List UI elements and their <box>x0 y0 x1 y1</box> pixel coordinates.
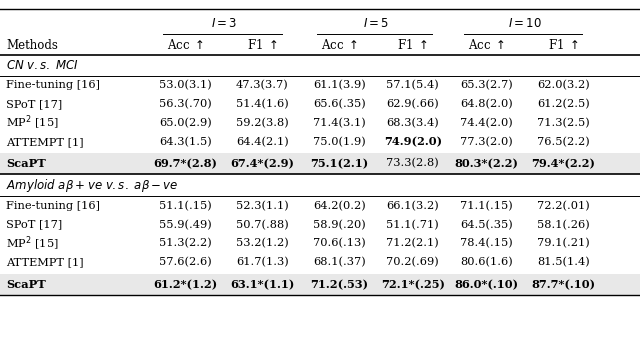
Text: 64.8(2.0): 64.8(2.0) <box>460 99 513 109</box>
Text: Methods: Methods <box>6 39 58 52</box>
Text: 68.3(3.4): 68.3(3.4) <box>387 118 439 128</box>
Text: $Amyloid$ $a\beta+ve$ $v.s.$ $a\beta-ve$: $Amyloid$ $a\beta+ve$ $v.s.$ $a\beta-ve$ <box>6 177 179 194</box>
Text: F1 $\uparrow$: F1 $\uparrow$ <box>548 38 579 52</box>
Text: $CN$ $v.s.$ $MCI$: $CN$ $v.s.$ $MCI$ <box>6 59 79 72</box>
Text: 53.0(3.1): 53.0(3.1) <box>159 80 212 91</box>
Text: 67.4*(2.9): 67.4*(2.9) <box>230 158 294 169</box>
Text: 64.2(0.2): 64.2(0.2) <box>313 201 365 211</box>
Text: 71.1(.15): 71.1(.15) <box>460 201 513 211</box>
FancyBboxPatch shape <box>0 153 640 174</box>
Text: 71.4(3.1): 71.4(3.1) <box>313 118 365 128</box>
Text: Fine-tuning [16]: Fine-tuning [16] <box>6 80 100 91</box>
Text: 51.3(2.2): 51.3(2.2) <box>159 238 212 249</box>
Text: ScaPT: ScaPT <box>6 279 46 290</box>
Text: SPoT [17]: SPoT [17] <box>6 220 63 230</box>
Text: 71.2(2.1): 71.2(2.1) <box>387 238 439 249</box>
Text: 79.4*(2.2): 79.4*(2.2) <box>531 158 595 169</box>
Text: 71.2(.53): 71.2(.53) <box>310 279 368 290</box>
Text: 72.1*(.25): 72.1*(.25) <box>381 279 445 290</box>
Text: Acc $\uparrow$: Acc $\uparrow$ <box>468 38 505 52</box>
Text: ATTEMPT [1]: ATTEMPT [1] <box>6 137 84 147</box>
Text: 70.2(.69): 70.2(.69) <box>387 257 439 267</box>
Text: 58.9(.20): 58.9(.20) <box>313 220 365 230</box>
Text: 80.6(1.6): 80.6(1.6) <box>460 257 513 267</box>
Text: 73.3(2.8): 73.3(2.8) <box>387 158 439 169</box>
Text: Acc $\uparrow$: Acc $\uparrow$ <box>321 38 358 52</box>
Text: 61.2(2.5): 61.2(2.5) <box>537 99 589 109</box>
Text: Acc $\uparrow$: Acc $\uparrow$ <box>167 38 204 52</box>
Text: 62.0(3.2): 62.0(3.2) <box>537 80 589 91</box>
Text: 47.3(3.7): 47.3(3.7) <box>236 80 289 91</box>
Text: 51.1(.15): 51.1(.15) <box>159 201 212 211</box>
Text: 78.4(.15): 78.4(.15) <box>460 238 513 249</box>
Text: 57.6(2.6): 57.6(2.6) <box>159 257 212 267</box>
Text: $I = 3$: $I = 3$ <box>211 17 237 30</box>
Text: 74.4(2.0): 74.4(2.0) <box>460 118 513 128</box>
Text: 61.2*(1.2): 61.2*(1.2) <box>154 279 218 290</box>
Text: 81.5(1.4): 81.5(1.4) <box>537 257 589 267</box>
Text: 76.5(2.2): 76.5(2.2) <box>537 137 589 147</box>
Text: MP$^2$ [15]: MP$^2$ [15] <box>6 114 59 132</box>
Text: 86.0*(.10): 86.0*(.10) <box>454 279 518 290</box>
Text: ATTEMPT [1]: ATTEMPT [1] <box>6 257 84 267</box>
Text: 66.1(3.2): 66.1(3.2) <box>387 201 439 211</box>
Text: 65.0(2.9): 65.0(2.9) <box>159 118 212 128</box>
Text: 64.4(2.1): 64.4(2.1) <box>236 137 289 147</box>
Text: $I = 10$: $I = 10$ <box>508 17 542 30</box>
Text: 75.0(1.9): 75.0(1.9) <box>313 137 365 147</box>
Text: ScaPT: ScaPT <box>6 158 46 169</box>
Text: F1 $\uparrow$: F1 $\uparrow$ <box>247 38 278 52</box>
Text: 65.3(2.7): 65.3(2.7) <box>460 80 513 91</box>
Text: 57.1(5.4): 57.1(5.4) <box>387 80 439 91</box>
Text: 58.1(.26): 58.1(.26) <box>537 220 589 230</box>
Text: 53.2(1.2): 53.2(1.2) <box>236 238 289 249</box>
Text: 77.3(2.0): 77.3(2.0) <box>460 137 513 147</box>
Text: 80.3*(2.2): 80.3*(2.2) <box>454 158 518 169</box>
Text: 61.7(1.3): 61.7(1.3) <box>236 257 289 267</box>
Text: 87.7*(.10): 87.7*(.10) <box>531 279 595 290</box>
Text: 68.1(.37): 68.1(.37) <box>313 257 365 267</box>
Text: 55.9(.49): 55.9(.49) <box>159 220 212 230</box>
Text: 74.9(2.0): 74.9(2.0) <box>384 136 442 147</box>
Text: 51.4(1.6): 51.4(1.6) <box>236 99 289 109</box>
Text: 62.9(.66): 62.9(.66) <box>387 99 439 109</box>
Text: 56.3(.70): 56.3(.70) <box>159 99 212 109</box>
Text: 65.6(.35): 65.6(.35) <box>313 99 365 109</box>
Text: 59.2(3.8): 59.2(3.8) <box>236 118 289 128</box>
Text: 71.3(2.5): 71.3(2.5) <box>537 118 589 128</box>
Text: MP$^2$ [15]: MP$^2$ [15] <box>6 234 59 253</box>
Text: 63.1*(1.1): 63.1*(1.1) <box>230 279 294 290</box>
Text: 52.3(1.1): 52.3(1.1) <box>236 201 289 211</box>
Text: 79.1(.21): 79.1(.21) <box>537 238 589 249</box>
Text: 70.6(.13): 70.6(.13) <box>313 238 365 249</box>
Text: 61.1(3.9): 61.1(3.9) <box>313 80 365 91</box>
Text: SPoT [17]: SPoT [17] <box>6 99 63 109</box>
FancyBboxPatch shape <box>0 274 640 295</box>
Text: 64.3(1.5): 64.3(1.5) <box>159 137 212 147</box>
Text: 64.5(.35): 64.5(.35) <box>460 220 513 230</box>
Text: 72.2(.01): 72.2(.01) <box>537 201 589 211</box>
Text: 75.1(2.1): 75.1(2.1) <box>310 158 369 169</box>
Text: F1 $\uparrow$: F1 $\uparrow$ <box>397 38 428 52</box>
Text: 50.7(.88): 50.7(.88) <box>236 220 289 230</box>
Text: 69.7*(2.8): 69.7*(2.8) <box>154 158 218 169</box>
Text: $I = 5$: $I = 5$ <box>363 17 389 30</box>
Text: Fine-tuning [16]: Fine-tuning [16] <box>6 201 100 211</box>
Text: 51.1(.71): 51.1(.71) <box>387 220 439 230</box>
